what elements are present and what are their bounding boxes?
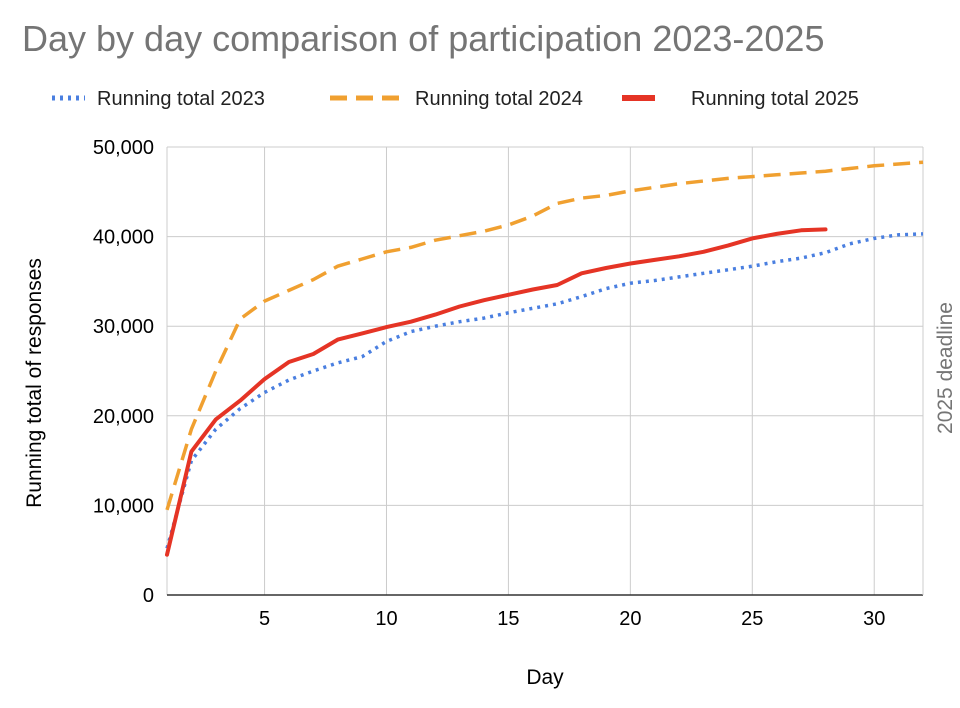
series-lines	[165, 160, 924, 557]
x-tick-label: 25	[741, 608, 763, 630]
y-axis-label: Running total of responses	[23, 258, 46, 508]
y-tick-label: 40,000	[93, 227, 154, 249]
legend-label-2024: Running total 2024	[415, 88, 583, 110]
gridlines	[166, 146, 924, 596]
x-tick-label: 20	[619, 608, 641, 630]
x-tick-label: 5	[259, 608, 270, 630]
legend-label-2025: Running total 2025	[691, 88, 859, 110]
series-line-2025	[165, 227, 828, 557]
x-tick-label: 15	[497, 608, 519, 630]
y-tick-label: 30,000	[93, 316, 154, 338]
axis-ticks: 0 10,000 20,000 30,000 40,000 50,000 5 10 15 20 25…	[93, 137, 886, 630]
y-tick-label: 10,000	[93, 495, 154, 517]
y-tick-label: 0	[143, 585, 154, 607]
series-line-2023	[165, 232, 924, 549]
x-axis-label: Day	[526, 666, 564, 689]
x-tick-label: 30	[863, 608, 885, 630]
series-line-2024	[165, 160, 924, 511]
deadline-annotation: 2025 deadline	[934, 302, 957, 434]
legend-label-2023: Running total 2023	[97, 88, 265, 110]
chart-title: Day by day comparison of participation 2…	[22, 18, 825, 59]
legend: Running total 2023 Running total 2024 Ru…	[52, 88, 859, 110]
y-tick-label: 20,000	[93, 406, 154, 428]
x-tick-label: 10	[375, 608, 397, 630]
y-tick-label: 50,000	[93, 137, 154, 159]
